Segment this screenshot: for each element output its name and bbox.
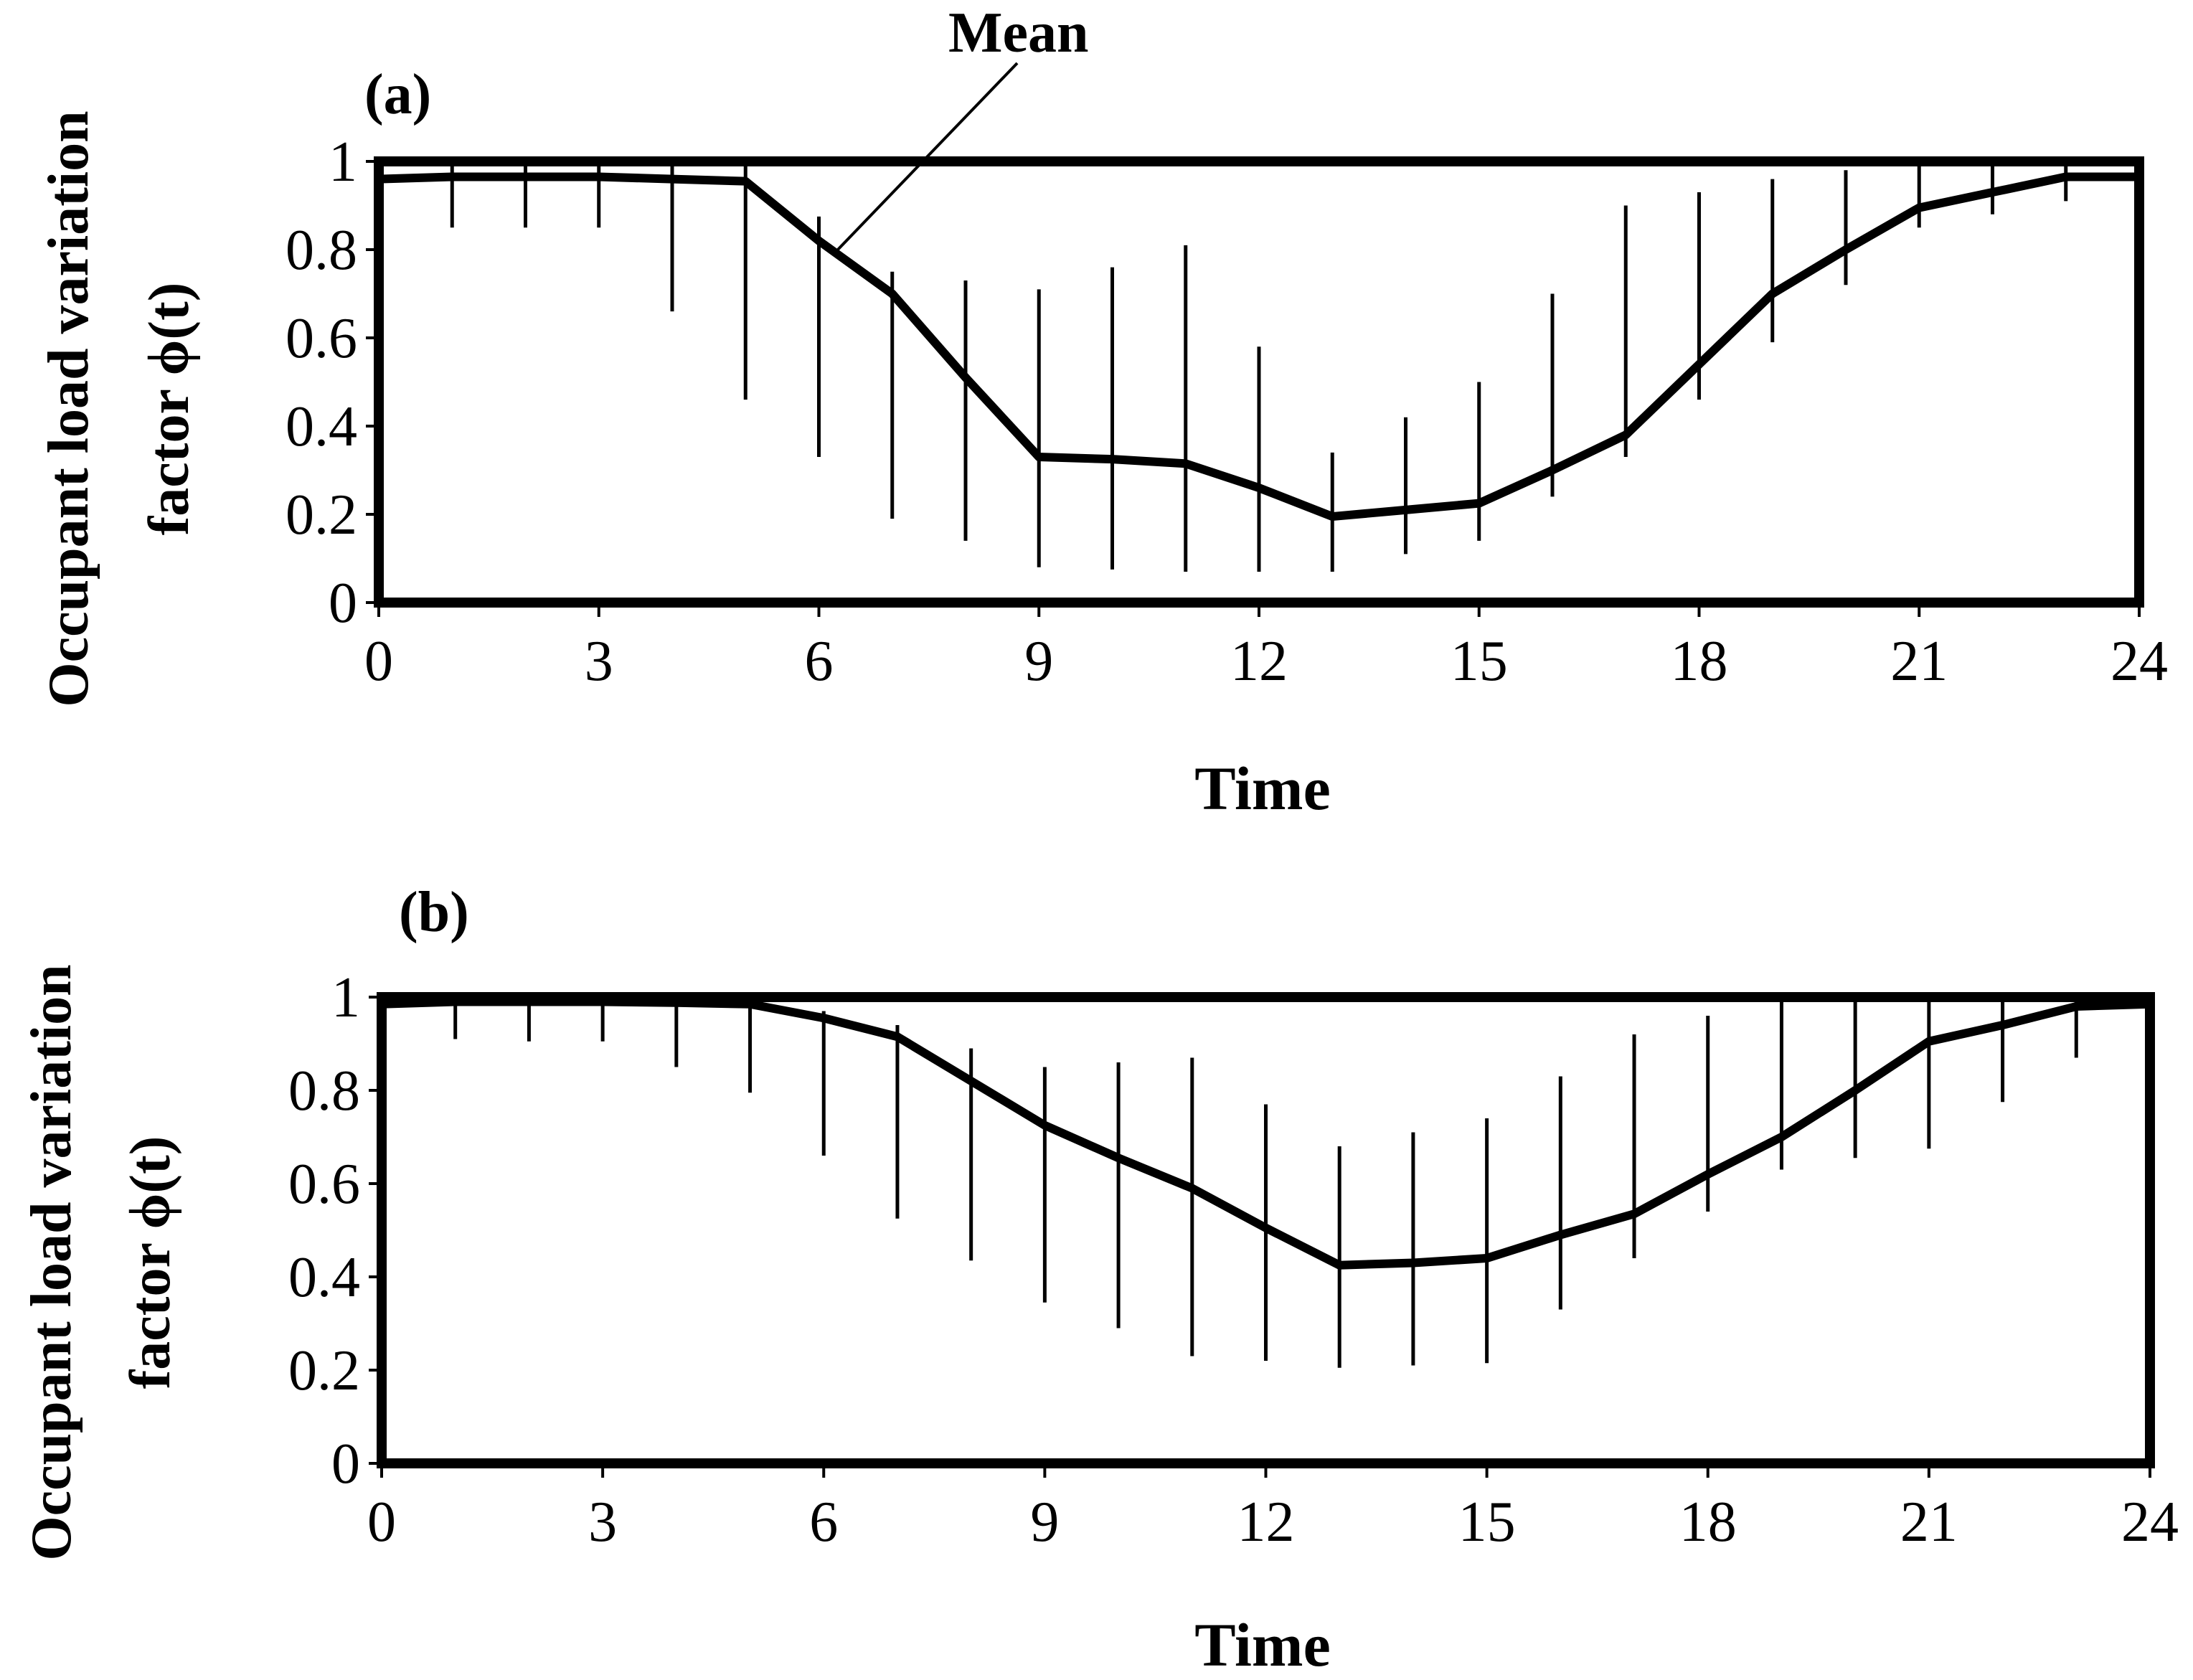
y-tick-label-b-0: 0 [331,1433,360,1496]
x-tick-label-b-8: 24 [2121,1491,2179,1554]
x-tick-label-a-2: 6 [805,630,834,693]
mean-annotation-label: Mean [948,1,1089,65]
plot-frame-b [377,992,2155,1468]
x-tick-label-a-3: 9 [1024,630,1053,693]
x-ticks-b: 0 3 6 9 12 15 18 21 24 [367,1463,2179,1554]
mean-line-a [378,172,2139,522]
y-axis-title-a-line1: Occupant load variation [37,110,100,707]
y-tick-label-a-0: 0 [329,572,357,635]
x-ticks-a: 0 3 6 9 12 15 18 21 24 [364,603,2168,693]
x-tick-label-a-0: 0 [364,630,393,693]
x-tick-label-a-8: 24 [2111,630,2168,693]
y-tick-label-b-5: 1 [331,966,360,1029]
y-tick-label-b-1: 0.2 [288,1339,360,1402]
x-tick-label-a-1: 3 [585,630,613,693]
x-tick-label-a-5: 15 [1451,630,1508,693]
y-axis-title-b-line2: factor ϕ(t) [119,1136,182,1389]
y-axis-title-a: Occupant load variation factor ϕ(t) [37,110,201,707]
y-tick-label-a-3: 0.6 [286,307,357,370]
x-tick-label-b-5: 15 [1458,1491,1516,1554]
y-tick-label-b-4: 0.8 [288,1060,360,1123]
y-tick-label-a-4: 0.8 [286,219,357,282]
y-tick-label-b-3: 0.6 [288,1153,360,1216]
y-ticks-b: 0 0.2 0.4 0.6 0.8 1 [288,966,382,1496]
mean-line-b [381,997,2151,1270]
error-bars-a [377,161,2141,572]
y-tick-label-a-5: 1 [329,131,357,194]
x-tick-label-a-4: 12 [1230,630,1288,693]
panel-label-a: (a) [364,63,431,126]
panel-b: (b) Occupant load variation factor ϕ(t) … [20,881,2179,1679]
y-axis-title-b-line1: Occupant load variation [20,964,83,1560]
x-tick-label-b-2: 6 [809,1491,838,1554]
x-tick-label-b-4: 12 [1237,1491,1295,1554]
x-tick-label-b-0: 0 [367,1491,396,1554]
y-tick-label-b-2: 0.4 [288,1246,360,1309]
x-tick-label-b-1: 3 [588,1491,617,1554]
y-tick-label-a-1: 0.2 [286,483,357,547]
panel-label-b: (b) [399,881,469,944]
y-axis-title-b: Occupant load variation factor ϕ(t) [20,964,182,1560]
panel-a: (a) Mean Occupant load variation factor … [37,1,2168,823]
x-tick-label-b-3: 9 [1030,1491,1059,1554]
x-axis-title-a: Time [1194,754,1331,823]
y-tick-label-a-2: 0.4 [286,395,357,458]
x-axis-title-b: Time [1194,1610,1331,1679]
x-tick-label-a-6: 18 [1671,630,1728,693]
x-tick-label-a-7: 21 [1890,630,1948,693]
y-axis-title-a-line2: factor ϕ(t) [138,283,201,536]
x-tick-label-b-7: 21 [1900,1491,1958,1554]
y-ticks-a: 0 0.2 0.4 0.6 0.8 1 [286,131,379,635]
x-tick-label-b-6: 18 [1679,1491,1737,1554]
plot-frame-a [374,156,2144,608]
error-bars-b [379,997,2152,1368]
